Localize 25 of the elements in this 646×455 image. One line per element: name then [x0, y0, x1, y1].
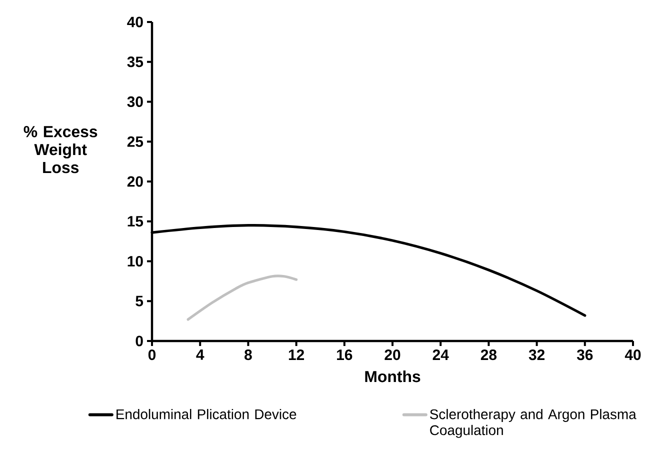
x-tick-label: 40	[624, 350, 641, 360]
y-tick-label: 5	[136, 296, 144, 306]
x-tick-label: 32	[528, 350, 545, 360]
x-tick-label: 24	[432, 350, 449, 360]
line-series	[186, 274, 298, 321]
x-tick-label: 28	[480, 350, 497, 360]
y-tick-label: 20	[127, 176, 143, 187]
x-tick-label: 12	[288, 350, 304, 360]
y-tick-label: 10	[128, 256, 143, 267]
y-axis-title: % Excess Weight Loss	[24, 126, 98, 174]
x-tick-label: 36	[576, 350, 593, 360]
x-tick-label: 16	[337, 350, 352, 360]
y-tick-label: 15	[128, 216, 144, 227]
y-tick-label: 30	[127, 96, 143, 108]
y-tick-label: 25	[127, 136, 144, 147]
x-tick-label: 0	[148, 350, 156, 360]
y-tick-label: 0	[136, 336, 143, 346]
legend-label: Endoluminal Plication Device	[116, 408, 296, 420]
x-tick-label: 4	[196, 350, 204, 360]
legend-label: Sclerotherapy and Argon Plasma Coagulation	[430, 408, 636, 438]
x-tick-label: 20	[384, 350, 400, 360]
y-tick-label: 40	[127, 16, 143, 28]
x-axis-title: Months	[365, 370, 420, 382]
x-tick-label: 8	[244, 350, 252, 360]
y-tick-label: 35	[127, 56, 144, 68]
